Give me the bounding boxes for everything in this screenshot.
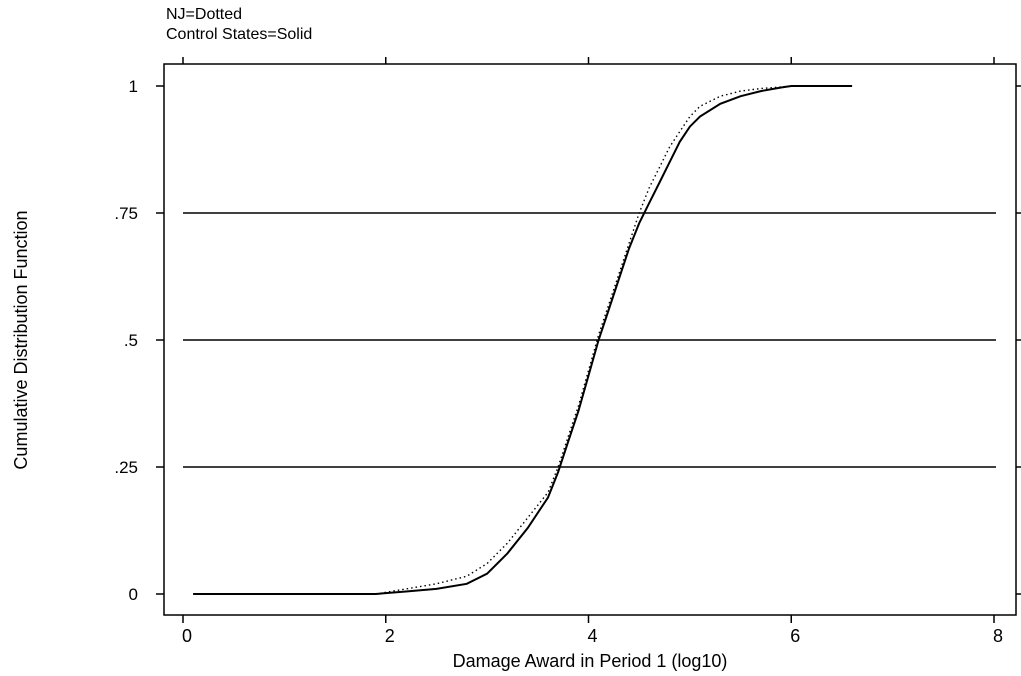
y-tick-label-4: 1 <box>129 77 138 96</box>
x-tick-label-0: 0 <box>182 626 192 646</box>
grid-layer <box>183 212 996 468</box>
x-tick-label-1: 2 <box>385 626 395 646</box>
y-tick-label-2: .5 <box>124 331 138 350</box>
x-tick-label-3: 6 <box>790 626 800 646</box>
y-tick-label-3: .75 <box>114 204 138 223</box>
series-layer <box>193 85 853 595</box>
y-tick-label-1: .25 <box>114 458 138 477</box>
subtitle-nj: NJ=Dotted <box>166 6 243 23</box>
tick-layer: 0 .25 .5 .75 1 0 2 4 6 8 <box>114 57 1021 646</box>
y-axis-label: Cumulative Distribution Function <box>11 210 31 469</box>
series-line-dotted <box>375 85 792 595</box>
y-tick-label-0: 0 <box>129 585 138 604</box>
series-line-solid <box>193 85 853 595</box>
x-tick-label-4: 8 <box>993 626 1003 646</box>
x-axis-label: Damage Award in Period 1 (log10) <box>453 651 728 671</box>
x-tick-label-2: 4 <box>587 626 597 646</box>
subtitle-control: Control States=Solid <box>166 26 313 43</box>
